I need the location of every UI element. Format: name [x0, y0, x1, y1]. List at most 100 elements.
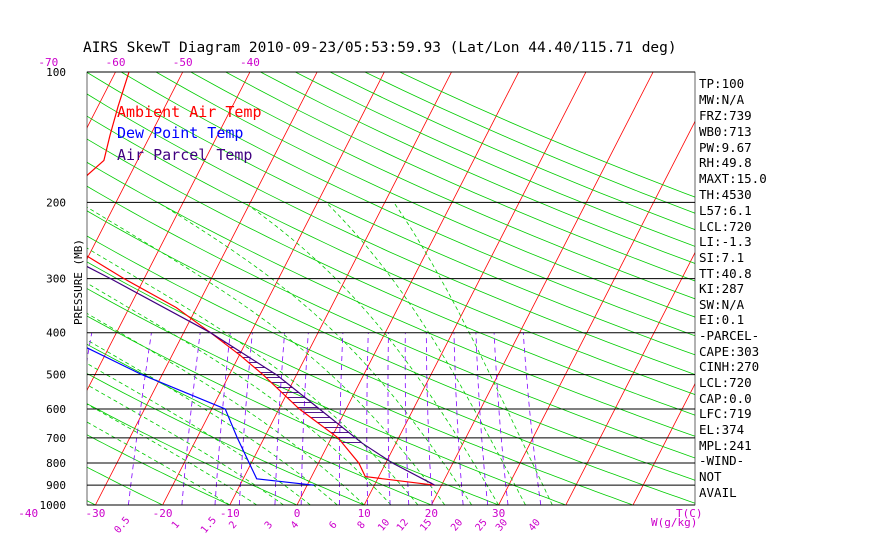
series-line — [87, 72, 435, 486]
pressure-tick-label: 200 — [46, 196, 66, 209]
mixing-ratio-tick-label: 12 — [395, 517, 411, 533]
index-panel-item: CAPE:303 — [699, 344, 759, 359]
mixing-ratio-line — [18, 333, 50, 505]
mixing-ratio-tick-label: 2 — [227, 520, 239, 532]
moist-adiabat-line — [87, 403, 257, 505]
index-panel-item: LCL:720 — [699, 375, 752, 390]
bottom-temp-tick-label: 0 — [294, 507, 301, 520]
moist-adiabat-line — [325, 202, 526, 505]
mixing-ratio-line — [214, 332, 231, 505]
index-panel-item: LCL:720 — [699, 219, 752, 234]
index-panel: TP:100MW:N/AFRZ:739WB0:713PW:9.67RH:49.8… — [699, 76, 767, 500]
plot-frame — [86, 71, 696, 506]
mixing-ratio-tick-label: 1.5 — [199, 515, 219, 536]
index-panel-item: TP:100 — [699, 76, 744, 91]
moist-adiabat-line — [87, 384, 284, 505]
mixing-ratio-line — [425, 332, 433, 505]
dry-adiabat-line — [295, 72, 695, 247]
top-temp-tick-label: -50 — [173, 56, 193, 69]
mixing-ratio-tick-label: 1 — [170, 520, 182, 532]
index-panel-item: MW:N/A — [699, 92, 745, 107]
dry-adiabat-line — [87, 115, 695, 395]
mixing-ratio-tick-label: 20 — [449, 517, 465, 533]
isotherm-line — [498, 120, 695, 505]
top-temp-tick-label: -40 — [240, 56, 260, 69]
chart-title: AIRS SkewT Diagram 2010-09-23/05:53:59.9… — [83, 40, 677, 56]
y-axis-label: PRESSURE (MB) — [72, 239, 85, 325]
moist-adiabat-line — [87, 339, 338, 505]
isotherm-line — [565, 251, 695, 505]
index-panel-item: CINH:270 — [699, 359, 759, 374]
bottom-temp-tick-label: 10 — [358, 507, 371, 520]
moist-adiabat-line — [87, 421, 231, 505]
bottom-temp-tick-label: 20 — [425, 507, 438, 520]
legend-item: Ambient Air Temp — [117, 103, 262, 121]
top-temp-tick-label: -70 — [38, 56, 58, 69]
moist-adiabat-line — [393, 202, 553, 505]
index-panel-item: WB0:713 — [699, 124, 752, 139]
pressure-tick-label: 700 — [46, 432, 66, 445]
mixing-ratio-tick-label: 8 — [356, 520, 368, 532]
index-panel-item: TT:40.8 — [699, 266, 752, 281]
pressure-tick-label: 900 — [46, 479, 66, 492]
x-axis-label: T(C) — [676, 507, 703, 520]
axes: 0.5 1 1.5 2 3 4 6 8 10 12 15 20 25 30 4010020030040050… — [18, 56, 696, 536]
dry-adiabat-line — [155, 72, 695, 318]
mixing-ratio-line — [522, 332, 542, 505]
dry-adiabat-line — [399, 72, 695, 198]
index-panel-item: SW:N/A — [699, 297, 745, 312]
mixing-ratio-line — [493, 332, 509, 505]
cape-hatch-area — [213, 334, 362, 443]
mixing-ratio-tick-label: 10 — [376, 517, 392, 533]
index-panel-item: MPL:241 — [699, 438, 752, 453]
index-panel-item: AVAIL — [699, 485, 737, 500]
dry-adiabat-line — [87, 210, 695, 481]
dry-adiabat-line — [260, 72, 695, 264]
mixing-ratio-line — [87, 332, 93, 362]
index-panel-item: TH:4530 — [699, 187, 752, 202]
index-panel-item: EI:0.1 — [699, 312, 744, 327]
bottom-temp-tick-label: 30 — [492, 507, 505, 520]
top-temp-tick-label: -60 — [106, 56, 126, 69]
pressure-tick-label: 300 — [46, 273, 66, 286]
isotherm-line — [296, 72, 520, 505]
dry-adiabat-line — [120, 72, 695, 337]
index-panel-item: -PARCEL- — [699, 328, 759, 343]
bottom-temp-tick-label: -20 — [153, 507, 173, 520]
mixing-ratio-line — [181, 332, 201, 505]
index-panel-item: SI:7.1 — [699, 250, 744, 265]
dry-adiabat-line — [190, 72, 695, 300]
index-panel-item: MAXT:15.0 — [699, 171, 767, 186]
bottom-temp-tick-label: -10 — [220, 507, 240, 520]
series-line — [87, 347, 314, 486]
isotherm-line — [87, 72, 184, 260]
mixing-ratio-line — [453, 332, 464, 505]
dry-adiabat-line — [87, 93, 695, 375]
isotherm-line — [95, 72, 318, 505]
dry-adiabat-line — [87, 466, 163, 505]
pressure-tick-label: 400 — [46, 327, 66, 340]
series-line — [87, 265, 436, 486]
index-panel-item: CAP:0.0 — [699, 391, 752, 406]
isotherm-line — [0, 72, 48, 505]
mixing-ratio-tick-label: 25 — [474, 517, 490, 533]
dry-adiabat-line — [87, 138, 695, 416]
mixing-ratio-tick-label: 4 — [289, 520, 301, 532]
isotherm-line — [363, 72, 587, 505]
isotherm-line — [162, 72, 385, 505]
dry-adiabat-line — [87, 343, 432, 505]
moist-adiabat-line — [87, 206, 446, 505]
mixing-ratio-tick-label: 3 — [263, 520, 275, 532]
pressure-tick-label: 600 — [46, 403, 66, 416]
dry-adiabat-line — [0, 72, 28, 505]
dry-adiabat-line — [87, 434, 230, 505]
dry-adiabat-line — [225, 72, 695, 282]
index-panel-item: KI:287 — [699, 281, 744, 296]
dry-adiabat-line — [329, 72, 695, 231]
index-panel-item: FRZ:739 — [699, 108, 752, 123]
dry-adiabat-line — [87, 185, 695, 459]
bottom-temp-tick-label: -30 — [85, 507, 105, 520]
legend-item: Air Parcel Temp — [117, 146, 252, 164]
dry-adiabat-line — [87, 235, 695, 504]
